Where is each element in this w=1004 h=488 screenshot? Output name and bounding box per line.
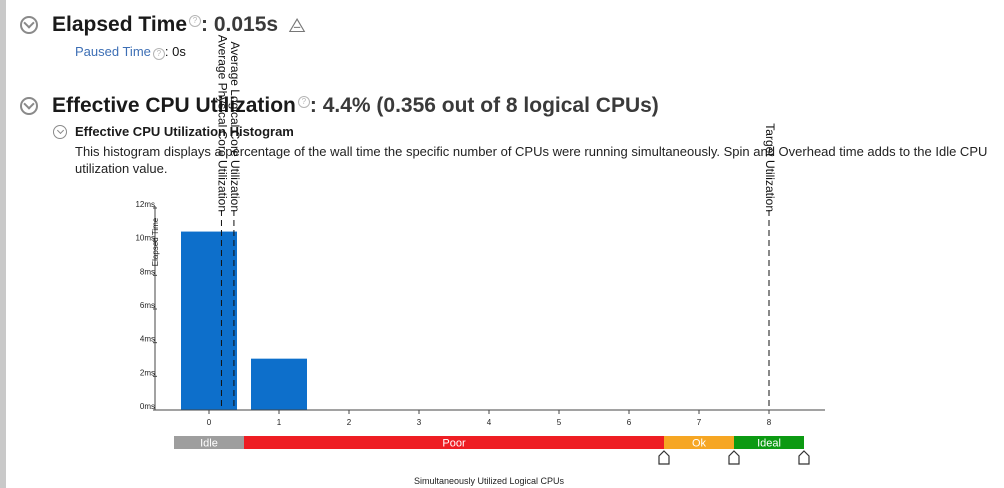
chevron-down-circle-icon[interactable] <box>20 97 38 115</box>
reference-line-label: Average Physical Core Utilization <box>215 35 229 212</box>
chevron-down-circle-icon[interactable] <box>53 124 67 139</box>
pentagon-marker-icon <box>798 450 810 465</box>
x-tick-label: 0 <box>207 418 212 427</box>
help-icon[interactable]: ? <box>152 48 165 60</box>
histogram-title: Effective CPU Utilization Histogram <box>75 124 294 139</box>
cpu-utilization-header: Effective CPU Utilization?: 4.4% (0.356 … <box>20 94 659 118</box>
elapsed-time-title: Elapsed Time?: 0.015s <box>52 13 278 37</box>
command-prompt-icon[interactable]: ⨺ <box>288 13 306 37</box>
paused-time-row: Paused Time?: 0s <box>75 44 186 60</box>
x-tick-label: 1 <box>277 418 282 427</box>
x-tick-label: 3 <box>417 418 422 427</box>
elapsed-time-value: : 0.015s <box>201 13 279 36</box>
x-tick-label: 2 <box>347 418 352 427</box>
histogram-header: Effective CPU Utilization Histogram <box>53 124 294 139</box>
y-tick-label: 8ms <box>140 267 155 276</box>
y-axis-title: Elapsed Time <box>151 217 160 266</box>
histogram-bar-0 <box>181 231 237 410</box>
utilization-band-poor <box>244 436 664 449</box>
pentagon-marker-icon <box>658 450 670 465</box>
utilization-band-label: Idle <box>200 438 218 450</box>
cpu-utilization-title: Effective CPU Utilization?: 4.4% (0.356 … <box>52 94 659 118</box>
x-tick-label: 4 <box>487 418 492 427</box>
utilization-band-label: Ideal <box>757 438 781 450</box>
utilization-band-ok <box>664 436 734 449</box>
x-tick-label: 8 <box>767 418 772 427</box>
y-tick-label: 2ms <box>140 368 155 377</box>
help-icon[interactable]: ? <box>189 15 202 27</box>
help-icon[interactable]: ? <box>297 96 310 108</box>
utilization-band-idle <box>174 436 244 449</box>
left-rule <box>0 0 6 488</box>
utilization-band-label: Ok <box>692 438 707 450</box>
x-tick-label: 5 <box>557 418 562 427</box>
utilization-band-label: Poor <box>442 438 466 450</box>
histogram-bar-1 <box>251 358 307 410</box>
paused-time-value: : 0s <box>164 44 186 59</box>
elapsed-time-header: Elapsed Time?: 0.015s ⨺ <box>20 13 306 37</box>
x-axis-title: Simultaneously Utilized Logical CPUs <box>414 476 565 486</box>
cpu-utilization-label: Effective CPU Utilization <box>52 94 296 117</box>
reference-line-label: Average Logical Core Utilization <box>228 41 242 212</box>
x-tick-label: 6 <box>627 418 632 427</box>
x-tick-label: 7 <box>697 418 702 427</box>
utilization-band-ideal <box>734 436 804 449</box>
y-tick-label: 10ms <box>135 234 155 243</box>
elapsed-time-label: Elapsed Time <box>52 13 188 36</box>
paused-time-link[interactable]: Paused Time <box>75 44 151 59</box>
y-tick-label: 12ms <box>135 200 155 209</box>
pentagon-marker-icon <box>728 450 740 465</box>
reference-line-label: Target Utilization <box>763 123 777 212</box>
y-tick-label: 4ms <box>140 335 155 344</box>
y-tick-label: 6ms <box>140 301 155 310</box>
histogram-description: This histogram displays a percentage of … <box>75 144 988 176</box>
y-tick-label: 0ms <box>140 402 155 411</box>
chevron-down-circle-icon[interactable] <box>20 16 38 34</box>
cpu-utilization-value: : 4.4% (0.356 out of 8 logical CPUs) <box>309 94 659 117</box>
